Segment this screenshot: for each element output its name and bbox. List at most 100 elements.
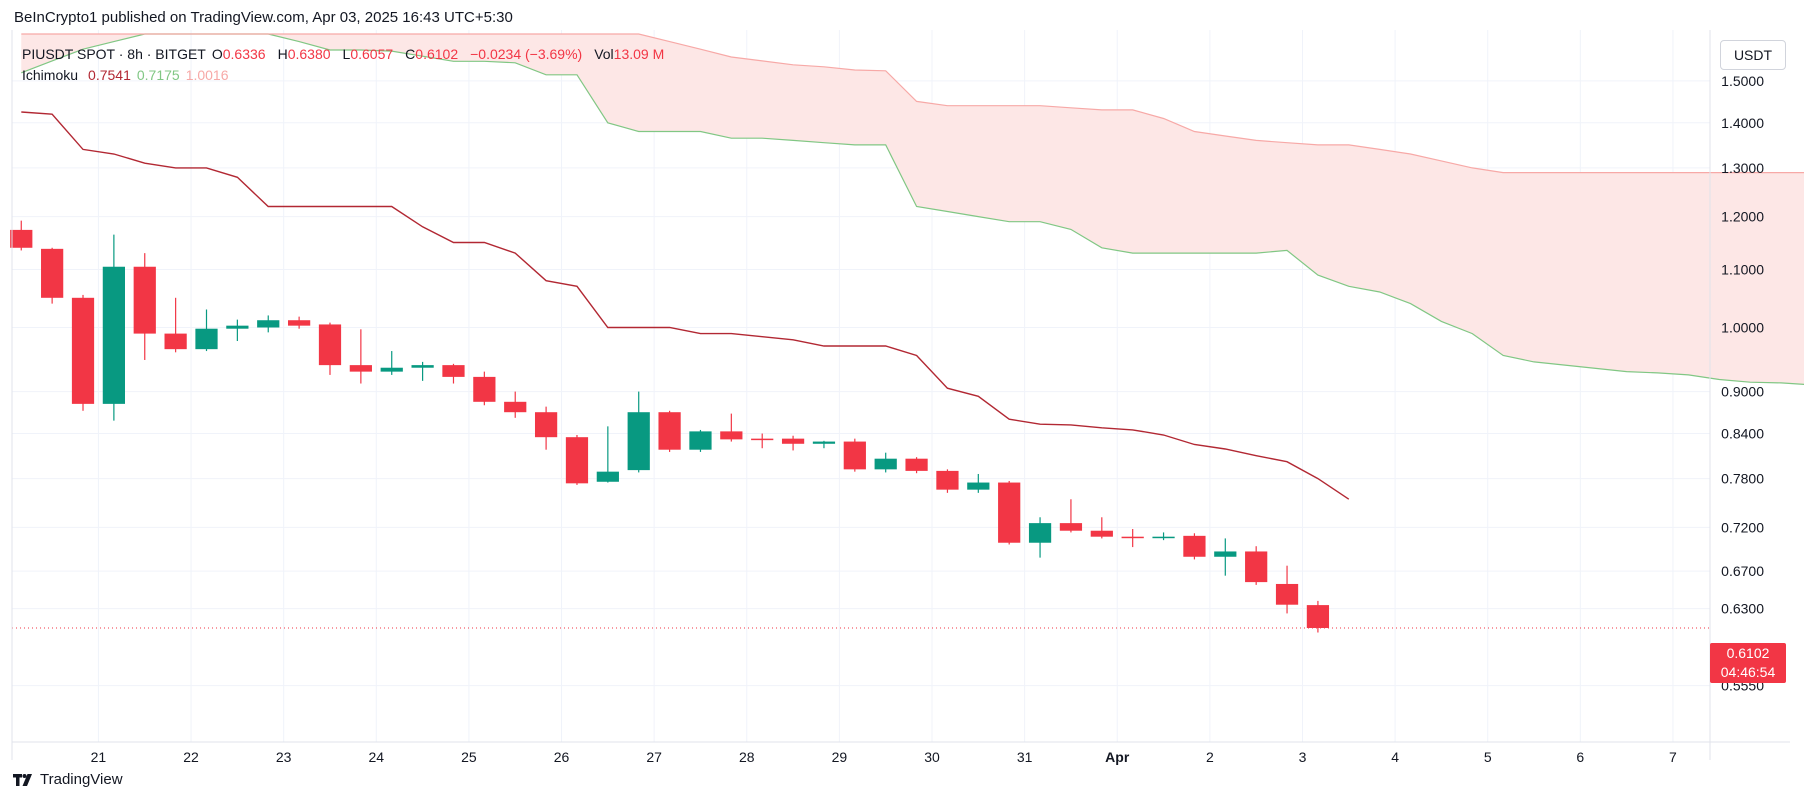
candle-body [71, 297, 95, 404]
candle-body [720, 431, 743, 440]
candle-body [1121, 536, 1144, 539]
ichimoku-legend[interactable]: Ichimoku 0.7541 0.7175 1.0016 [22, 65, 670, 86]
candle-body [751, 438, 774, 441]
y-tick-label: 0.6700 [1721, 563, 1764, 579]
candle-body [1245, 551, 1268, 583]
high-value: 0.6380 [287, 46, 331, 62]
candle-body [936, 470, 959, 490]
x-tick-label: 23 [276, 749, 292, 765]
ichimoku-baseline-value: 0.7541 [88, 67, 131, 83]
close-value: 0.6102 [415, 46, 459, 62]
y-tick-label: 1.1000 [1721, 262, 1764, 278]
candle-body [1275, 583, 1299, 605]
x-tick-label: 4 [1391, 749, 1399, 765]
tradingview-logo-icon [13, 773, 32, 786]
leading-span-a-line [21, 33, 1804, 385]
candle-body [1090, 530, 1113, 537]
candle-body [596, 471, 619, 482]
close-label: C [405, 46, 416, 62]
x-tick-label: 28 [739, 749, 755, 765]
y-tick-label: 0.9000 [1721, 384, 1764, 400]
candle-body [10, 229, 33, 248]
candle-body [318, 324, 342, 366]
candle-body [1059, 523, 1083, 531]
last-price-value: 0.6102 [1726, 645, 1770, 661]
x-tick-label: 26 [554, 749, 570, 765]
candle-body [689, 431, 712, 450]
ohlc-legend: PIUSDT SPOT · 8h · BITGET O0.6336 H0.638… [22, 44, 670, 65]
x-tick-label: 24 [369, 749, 385, 765]
candle-body [1152, 536, 1175, 539]
candle-body [874, 458, 897, 470]
candle-body [998, 482, 1021, 543]
tradingview-brand[interactable]: TradingView [13, 771, 123, 788]
currency-selector[interactable]: USDT [1720, 40, 1786, 70]
candle-body [41, 248, 64, 298]
x-tick-label: 21 [91, 749, 107, 765]
candle-body [349, 365, 372, 372]
time-axis[interactable]: 21 22 23 24 25 26 27 28 29 30 31 Apr 2 3 4 5 6 7 [91, 749, 1677, 765]
cloud-fill [21, 34, 1804, 385]
ichimoku-cloud [21, 34, 1804, 385]
candle-body [1306, 605, 1330, 628]
leading-span-b-line [21, 33, 1804, 174]
published-line: BeInCrypto1 published on TradingView.com… [14, 9, 513, 26]
base-line [21, 111, 1350, 500]
candle-body [288, 320, 311, 326]
x-tick-label: 22 [183, 749, 199, 765]
candle-body [195, 328, 218, 350]
candle-body [102, 266, 125, 404]
x-tick-label: 3 [1299, 749, 1307, 765]
candle-body [627, 412, 650, 471]
ichimoku-span-a-value: 0.7175 [136, 67, 180, 83]
x-tick-label: 6 [1576, 749, 1584, 765]
candle-body [164, 333, 187, 350]
chart-frame [11, 30, 1790, 760]
open-label: O [211, 46, 223, 62]
candle-body [442, 365, 465, 377]
candle-body [504, 401, 527, 413]
y-tick-label: 1.3000 [1721, 160, 1764, 176]
low-label: L [342, 46, 351, 62]
candle-body [565, 437, 589, 484]
chart-legend: PIUSDT SPOT · 8h · BITGET O0.6336 H0.638… [22, 44, 670, 86]
y-tick-label: 1.5000 [1721, 73, 1764, 89]
candle-body [843, 441, 866, 470]
candle-body [1028, 523, 1052, 543]
ichimoku-span-b-value: 1.0016 [185, 67, 229, 83]
candles [10, 220, 1330, 633]
candle-body [781, 438, 805, 444]
low-value: 0.6057 [350, 46, 394, 62]
y-tick-label: 1.0000 [1721, 319, 1764, 335]
y-tick-label: 0.6300 [1721, 601, 1764, 617]
price-axis[interactable]: 1.5000 1.4000 1.3000 1.2000 1.1000 1.0000 0.90… [1721, 73, 1764, 694]
candle-body [473, 376, 496, 402]
volume-value: 13.09 M [613, 46, 665, 62]
candle-body [411, 365, 434, 368]
x-tick-label: 5 [1484, 749, 1492, 765]
ichimoku-lines [21, 33, 1804, 500]
open-value: 0.6336 [222, 46, 266, 62]
grid-lines [12, 30, 1710, 742]
x-tick-label: 29 [832, 749, 848, 765]
x-tick-label: 7 [1669, 749, 1677, 765]
y-tick-label: 0.8400 [1721, 426, 1764, 442]
x-tick-label: 30 [924, 749, 940, 765]
x-tick-label: Apr [1105, 749, 1130, 765]
candle-body [257, 320, 280, 328]
candle-body [812, 441, 836, 444]
symbol-title[interactable]: PIUSDT SPOT · 8h · BITGET [22, 46, 206, 62]
candle-body [133, 266, 156, 334]
last-price-label: 0.6102 04:46:54 [1710, 643, 1786, 683]
candle-body [658, 412, 681, 450]
y-tick-label: 1.4000 [1721, 115, 1764, 131]
ichimoku-label: Ichimoku [22, 67, 79, 83]
brand-name: TradingView [40, 771, 123, 788]
y-tick-label: 0.7200 [1721, 519, 1764, 535]
candle-body [1183, 535, 1206, 557]
candle-body [905, 458, 928, 471]
candle-body [226, 325, 249, 329]
high-label: H [277, 46, 288, 62]
candle-body [967, 482, 990, 490]
